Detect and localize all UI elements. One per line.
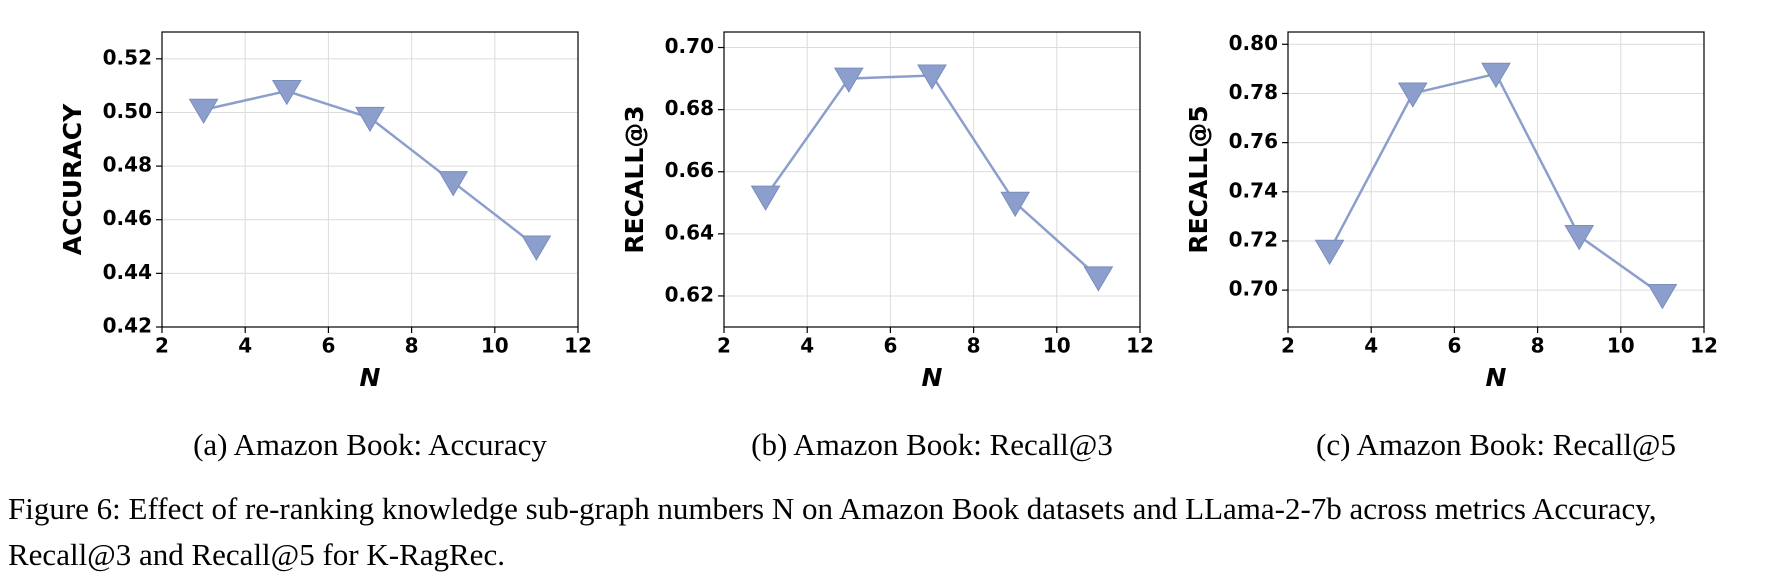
marker xyxy=(355,106,385,133)
x-tick-label: 4 xyxy=(1364,334,1378,358)
x-axis-label: N xyxy=(1486,363,1507,392)
y-tick-label: 0.70 xyxy=(1229,277,1278,301)
y-axis-label: ACCURACY xyxy=(58,103,87,255)
line xyxy=(764,74,1100,279)
y-tick-label: 0.44 xyxy=(103,260,152,284)
line xyxy=(1328,72,1664,297)
plot-frame xyxy=(161,31,579,328)
x-tick-label: 6 xyxy=(883,334,897,358)
x-axis-label: N xyxy=(360,363,381,392)
x-tick-label: 10 xyxy=(1607,334,1635,358)
marker xyxy=(1083,266,1114,292)
figure-caption: Figure 6: Effect of re-ranking knowledge… xyxy=(8,491,1657,572)
plot-frame xyxy=(1287,31,1705,328)
marker xyxy=(750,185,781,211)
subcaption: (b) Amazon Book: Recall@3 xyxy=(751,427,1113,462)
y-tick-label: 0.42 xyxy=(103,314,152,338)
marker xyxy=(1564,225,1595,251)
y-axis-label: RECALL@5 xyxy=(1184,105,1213,253)
marker xyxy=(188,98,219,125)
marker xyxy=(271,80,302,106)
y-tick-label: 0.70 xyxy=(665,34,714,58)
x-tick-label: 12 xyxy=(1690,334,1718,358)
y-tick-label: 0.66 xyxy=(665,158,714,182)
x-tick-label: 6 xyxy=(1447,334,1461,358)
x-tick-label: 2 xyxy=(1281,334,1295,358)
x-tick-label: 4 xyxy=(238,334,252,358)
x-tick-label: 8 xyxy=(405,334,419,358)
y-tick-label: 0.52 xyxy=(103,45,152,69)
marker xyxy=(1481,62,1511,89)
x-tick-label: 8 xyxy=(967,334,981,358)
plot-frame xyxy=(723,31,1141,328)
y-tick-label: 0.72 xyxy=(1229,227,1278,251)
marker xyxy=(521,235,552,261)
y-tick-label: 0.74 xyxy=(1229,178,1278,202)
y-axis-label: RECALL@3 xyxy=(620,105,649,253)
marker xyxy=(833,67,864,93)
figure: 0.42 0.44 0.46 0.48 0.50 0.52 2 4 6 8 10 12 N ACCURAC… xyxy=(58,31,1718,462)
x-tick-label: 10 xyxy=(1043,334,1071,358)
x-tick-label: 12 xyxy=(564,334,592,358)
x-tick-label: 12 xyxy=(1126,334,1154,358)
y-tick-label: 0.78 xyxy=(1229,80,1278,104)
x-tick-label: 4 xyxy=(800,334,814,358)
marker xyxy=(1000,191,1031,218)
x-tick-label: 2 xyxy=(717,334,731,358)
x-tick-label: 2 xyxy=(155,334,169,358)
y-tick-label: 0.80 xyxy=(1229,31,1278,55)
marker xyxy=(1397,82,1428,108)
subcaption: (c) Amazon Book: Recall@5 xyxy=(1316,427,1676,462)
marker xyxy=(917,64,947,90)
y-tick-label: 0.68 xyxy=(665,96,714,120)
subcaption: (a) Amazon Book: Accuracy xyxy=(193,427,547,462)
y-tick-label: 0.50 xyxy=(103,99,152,123)
y-tick-label: 0.48 xyxy=(103,153,152,177)
marker xyxy=(1647,284,1678,310)
y-tick-label: 0.64 xyxy=(665,220,714,244)
marker xyxy=(1314,239,1345,266)
y-tick-label: 0.62 xyxy=(665,282,714,306)
x-tick-label: 10 xyxy=(481,334,509,358)
marker xyxy=(438,171,469,197)
y-tick-label: 0.76 xyxy=(1229,129,1278,153)
x-tick-label: 8 xyxy=(1531,334,1545,358)
x-axis-label: N xyxy=(922,363,943,392)
y-tick-label: 0.46 xyxy=(103,206,152,230)
x-tick-label: 6 xyxy=(321,334,335,358)
